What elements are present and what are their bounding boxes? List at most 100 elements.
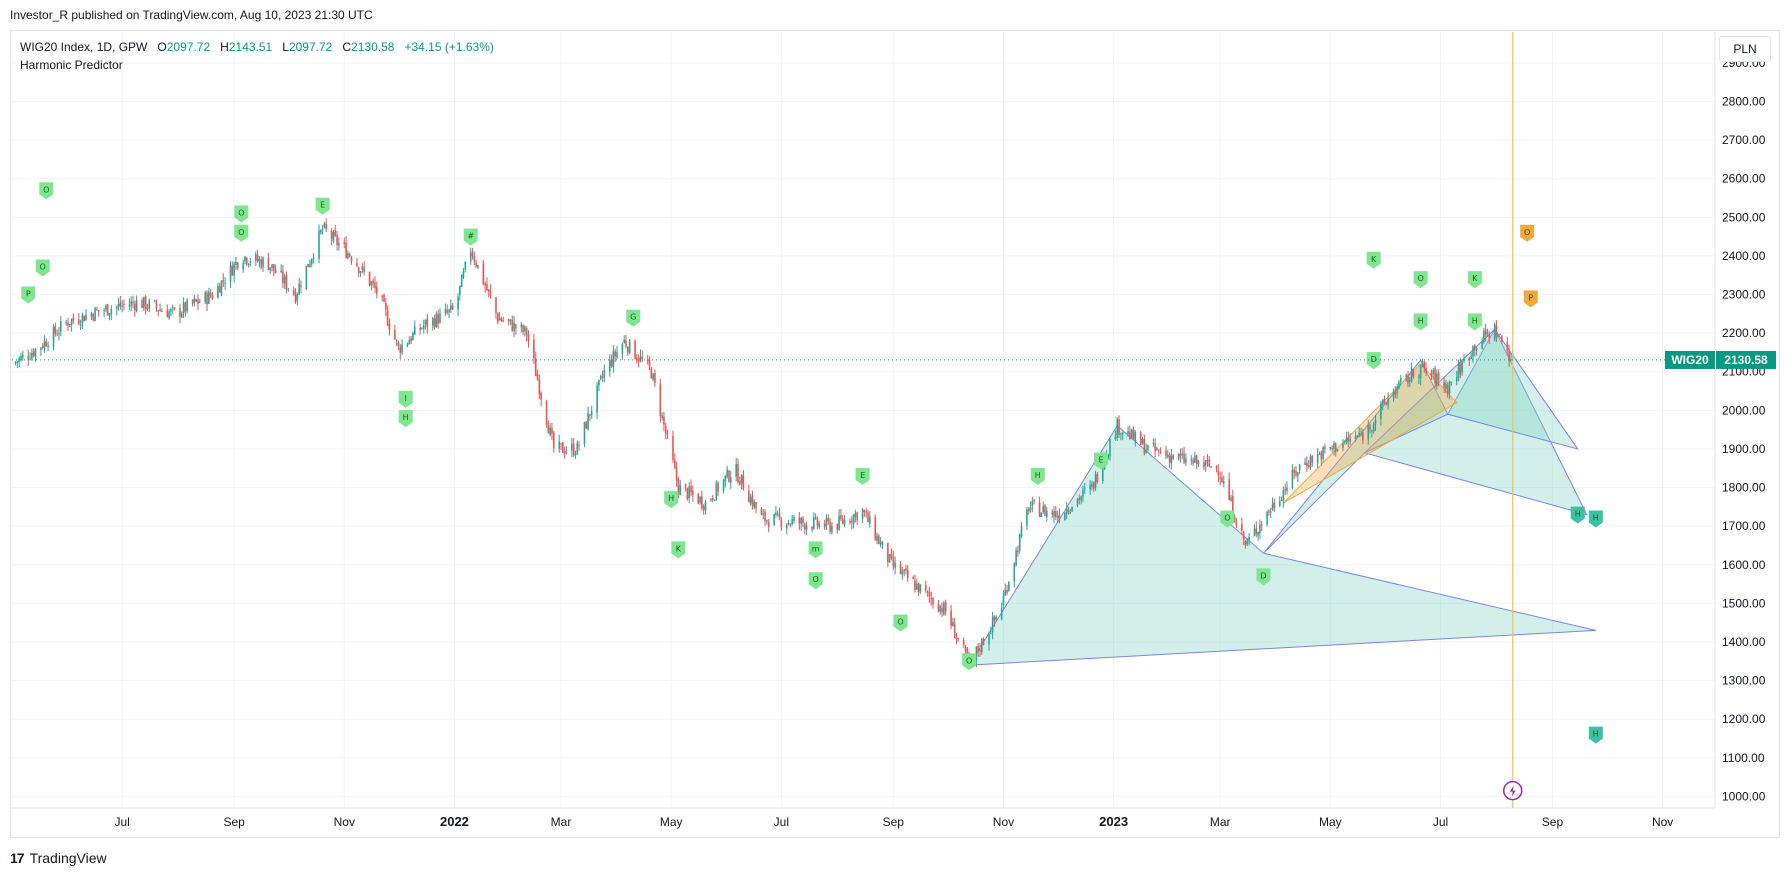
candle-body — [256, 254, 259, 262]
candle-body — [1204, 460, 1207, 466]
candle-body — [540, 393, 542, 400]
candle-body — [701, 496, 703, 508]
candle-body — [179, 308, 181, 317]
candle-body — [1291, 469, 1294, 488]
candle-body — [576, 442, 579, 455]
candle-body — [348, 253, 351, 257]
pattern-label-tag: E — [855, 467, 870, 485]
candle-body — [110, 308, 113, 314]
pattern-label-tag: D — [1366, 352, 1381, 370]
candle-body — [431, 318, 434, 326]
candle-body — [953, 623, 956, 639]
candle-body — [1203, 462, 1205, 468]
candle-body — [132, 301, 134, 304]
candle-body — [717, 482, 719, 492]
pattern-label-letter: H — [1593, 730, 1599, 739]
candle-body — [1282, 490, 1285, 501]
candle-body — [310, 258, 313, 264]
pattern-label-shape — [463, 228, 478, 246]
y-tick-label: 2400.00 — [1722, 249, 1766, 263]
candle-body — [435, 313, 438, 328]
candle-body — [199, 301, 201, 303]
pattern-label-shape — [1093, 452, 1108, 470]
candle-body — [1026, 509, 1028, 526]
candle-body — [664, 426, 667, 434]
candle-body — [437, 314, 440, 324]
pattern-label-tag: I — [398, 390, 413, 408]
candle-body — [182, 302, 185, 314]
candle-body — [244, 256, 246, 262]
candle-body — [943, 603, 945, 615]
chart-legend: WIG20 Index, 1D, GPW O2097.72 H2143.51 L… — [20, 38, 494, 74]
candle-body — [1410, 368, 1413, 381]
candle-body — [450, 305, 452, 310]
candle-body — [419, 327, 421, 330]
pattern-label-shape — [315, 197, 330, 215]
candle-body — [413, 326, 416, 335]
candle-body — [1190, 459, 1193, 461]
pattern-label-shape — [398, 410, 413, 428]
candle-body — [979, 649, 981, 652]
candle-body — [1210, 466, 1212, 468]
symbol-label[interactable]: WIG20 Index, 1D, GPW — [20, 40, 148, 54]
candle-body — [78, 319, 80, 324]
candle-body — [955, 638, 958, 640]
candle-body — [1076, 498, 1079, 506]
candle-body — [1383, 398, 1386, 404]
candle-body — [829, 521, 831, 532]
candle-body — [92, 314, 95, 320]
candle-body — [1017, 550, 1019, 553]
candle-body — [247, 263, 250, 265]
candle-body — [361, 266, 364, 270]
candle-body — [1232, 496, 1234, 517]
candle-body — [1273, 502, 1276, 508]
candle-body — [1222, 481, 1225, 484]
candle-body — [218, 286, 221, 293]
candle-body — [836, 524, 839, 530]
pattern-label-letter: E — [860, 471, 865, 480]
candle-body — [928, 591, 931, 597]
brand-name[interactable]: TradingView — [29, 850, 107, 866]
candle-body — [1020, 526, 1023, 537]
candle-body — [715, 482, 718, 500]
candle-body — [776, 513, 779, 515]
candles[interactable] — [14, 218, 1514, 668]
last-price-tag[interactable]: WIG20 2130.58 — [1665, 350, 1776, 369]
candle-body — [1318, 453, 1321, 455]
pattern-label-letter: O — [897, 618, 903, 627]
candle-body — [1446, 385, 1449, 395]
candle-body — [1434, 368, 1436, 385]
candle-body — [399, 346, 402, 353]
candle-body — [1096, 474, 1099, 482]
candle-body — [755, 502, 757, 509]
candle-body — [881, 541, 884, 545]
candle-body — [1295, 471, 1297, 476]
candle-body — [975, 646, 978, 662]
candle-body — [1362, 432, 1364, 441]
harmonic-pattern — [1263, 328, 1588, 554]
candle-body — [1242, 531, 1245, 540]
y-tick-label: 1700.00 — [1722, 519, 1766, 533]
candle-body — [108, 313, 111, 317]
candle-body — [300, 285, 302, 288]
candle-body — [1130, 429, 1133, 438]
candle-body — [282, 271, 284, 284]
candle-body — [338, 243, 340, 246]
candle-body — [357, 267, 360, 273]
candle-body — [1235, 522, 1238, 526]
candle-body — [1055, 510, 1057, 518]
x-tick-label: Mar — [1210, 815, 1231, 829]
candle-body — [1483, 330, 1485, 343]
candle-body — [666, 433, 669, 435]
candle-body — [1412, 369, 1415, 377]
candle-body — [1143, 438, 1146, 454]
candle-body — [572, 443, 575, 456]
candle-body — [888, 554, 891, 563]
candle-body — [1051, 511, 1054, 515]
indicator-label[interactable]: Harmonic Predictor — [20, 58, 123, 72]
candle-body — [513, 322, 515, 332]
currency-button[interactable]: PLN — [1719, 36, 1771, 62]
candle-body — [565, 451, 568, 453]
candle-body — [1423, 361, 1426, 368]
